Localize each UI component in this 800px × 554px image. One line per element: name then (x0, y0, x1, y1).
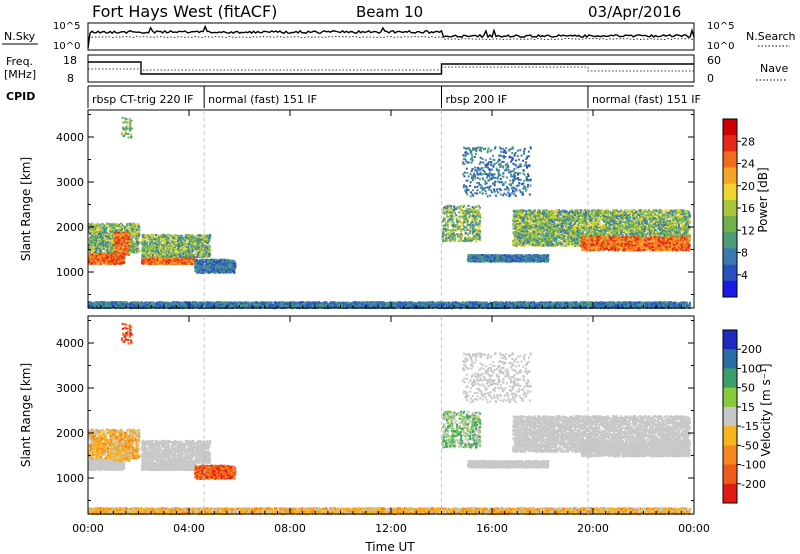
freq-panel: Freq. [MHz] 18 8 60 0 Nave (4, 54, 788, 85)
n-search-label: N.Search (746, 30, 796, 43)
y-tick-label: 2000 (56, 221, 84, 234)
colorbar-tick: -100 (741, 459, 766, 472)
power-colorbar-label: Power [dB] (756, 167, 770, 232)
cpid-label: CPID (6, 90, 35, 103)
colorbar-tick: 20 (741, 180, 755, 193)
radar-summary-plot: Fort Hays West (fitACF) Beam 10 03/Apr/2… (0, 0, 800, 554)
x-tick-label: 12:00 (375, 522, 407, 535)
colorbar-tick: 12 (741, 224, 755, 237)
colorbar-tick: -200 (741, 478, 766, 491)
plot-canvas: Fort Hays West (fitACF) Beam 10 03/Apr/2… (0, 0, 800, 554)
colorbar-tick: 16 (741, 202, 755, 215)
nave-line (88, 67, 694, 71)
power-ylabel: Slant Range [km] (19, 157, 33, 261)
x-axis: 00:00 04:00 08:00 12:00 16:00 20:00 00:00 (72, 110, 710, 535)
power-panel: 1000 2000 3000 4000 Slant Range [km] 4 8 12 16… (19, 110, 770, 309)
velocity-colorbar-label: Velocity [m s⁻¹] (759, 363, 773, 456)
colorbar-tick: 50 (741, 382, 755, 395)
cpid-panel: CPID rbsp CT-trig 220 IF normal (fast) 15… (6, 86, 701, 108)
nave-label: Nave (760, 62, 788, 75)
y-tick-label: 3000 (56, 176, 84, 189)
x-tick-label: 00:00 (678, 522, 710, 535)
beam-title: Beam 10 (356, 3, 423, 21)
y-tick-label: 2000 (56, 427, 84, 440)
freq-unit-label: [MHz] (4, 68, 36, 81)
x-tick-label: 00:00 (72, 522, 104, 535)
x-tick-label: 16:00 (476, 522, 508, 535)
colorbar-tick: 200 (741, 343, 762, 356)
x-axis-label: Time UT (364, 540, 415, 554)
nave-tick-low: 0 (707, 72, 714, 85)
noise-left-tick-high: 10^5 (53, 21, 80, 32)
date-title: 03/Apr/2016 (588, 3, 681, 21)
cpid-segment-label: rbsp 200 IF (446, 93, 508, 106)
noise-sky-line (88, 27, 694, 48)
velocity-ylabel: Slant Range [km] (19, 363, 33, 467)
colorbar-tick: 28 (741, 135, 755, 148)
x-tick-label: 20:00 (577, 522, 609, 535)
y-tick-label: 4000 (56, 337, 84, 350)
noise-left-tick-low: 10^0 (53, 41, 80, 52)
freq-tick-low: 8 (67, 72, 74, 85)
nave-tick-high: 60 (707, 54, 721, 67)
colorbar-tick: 4 (741, 269, 748, 282)
y-tick-label: 1000 (56, 472, 84, 485)
y-tick-label: 1000 (56, 266, 84, 279)
station-title: Fort Hays West (fitACF) (92, 2, 277, 21)
colorbar-tick: -50 (741, 439, 759, 452)
cpid-segment-label: normal (fast) 151 IF (592, 93, 701, 106)
y-tick-label: 3000 (56, 382, 84, 395)
freq-tick-high: 18 (63, 54, 77, 67)
cpid-segment-label: rbsp CT-trig 220 IF (92, 93, 194, 106)
freq-label: Freq. (6, 55, 33, 68)
y-tick-label: 4000 (56, 131, 84, 144)
noise-right-tick-low: 10^0 (707, 41, 734, 52)
colorbar-tick: 8 (741, 247, 748, 260)
cpid-segment-label: normal (fast) 151 IF (208, 93, 317, 106)
n-sky-label: N.Sky (4, 30, 36, 43)
colorbar-tick: -15 (741, 420, 759, 433)
noise-panel: N.Sky 10^5 10^0 10^5 10^0 N.Search (2, 21, 796, 52)
colorbar-tick: 15 (741, 401, 755, 414)
colorbar-tick: 24 (741, 158, 755, 171)
noise-right-tick-high: 10^5 (707, 21, 734, 32)
noise-search-line (88, 37, 694, 40)
x-tick-label: 04:00 (173, 522, 205, 535)
frequency-line (88, 62, 694, 74)
x-tick-label: 08:00 (274, 522, 306, 535)
